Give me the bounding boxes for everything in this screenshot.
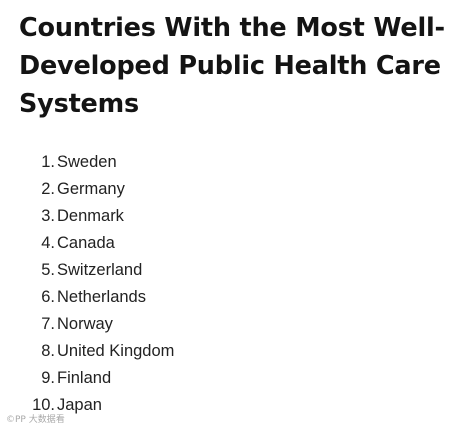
list-item: 3. Denmark (24, 203, 174, 230)
page-title: Countries With the Most Well-Developed P… (19, 13, 445, 119)
list-item-label: Switzerland (57, 261, 143, 279)
list-item: 2. Germany (24, 176, 174, 203)
list-item: 10. Japan (24, 392, 174, 419)
list-item: 8. United Kingdom (24, 338, 174, 365)
list-item: 1. Sweden (24, 149, 174, 176)
list-item-number: 6. (41, 288, 55, 306)
list-item-label: Finland (57, 369, 112, 387)
list-item-number: 4. (41, 234, 55, 252)
list-item-label: Norway (57, 315, 113, 333)
list-item-label: United Kingdom (57, 342, 175, 360)
list-item: 9. Finland (24, 365, 174, 392)
list-item-number: 10. (32, 396, 55, 414)
list-item-label: Netherlands (57, 288, 146, 306)
list-item-label: Germany (57, 180, 125, 198)
ranked-country-list: 1. Sweden 2. Germany 3. Denmark 4. Canad… (24, 149, 174, 419)
list-item-number: 2. (41, 180, 55, 198)
list-item-number: 8. (41, 342, 55, 360)
list-item-number: 5. (41, 261, 55, 279)
list-item-label: Sweden (57, 153, 117, 171)
list-item: 7. Norway (24, 311, 174, 338)
watermark: ©PP 大数据看 (6, 415, 65, 425)
list-item-number: 3. (41, 207, 55, 225)
list-item: 5. Switzerland (24, 257, 174, 284)
list-item-label: Denmark (57, 207, 124, 225)
list-item-number: 1. (41, 153, 55, 171)
list-item-label: Canada (57, 234, 115, 252)
list-item-number: 9. (41, 369, 55, 387)
list-item: 6. Netherlands (24, 284, 174, 311)
list-item: 4. Canada (24, 230, 174, 257)
list-item-label: Japan (57, 396, 102, 414)
list-item-number: 7. (41, 315, 55, 333)
